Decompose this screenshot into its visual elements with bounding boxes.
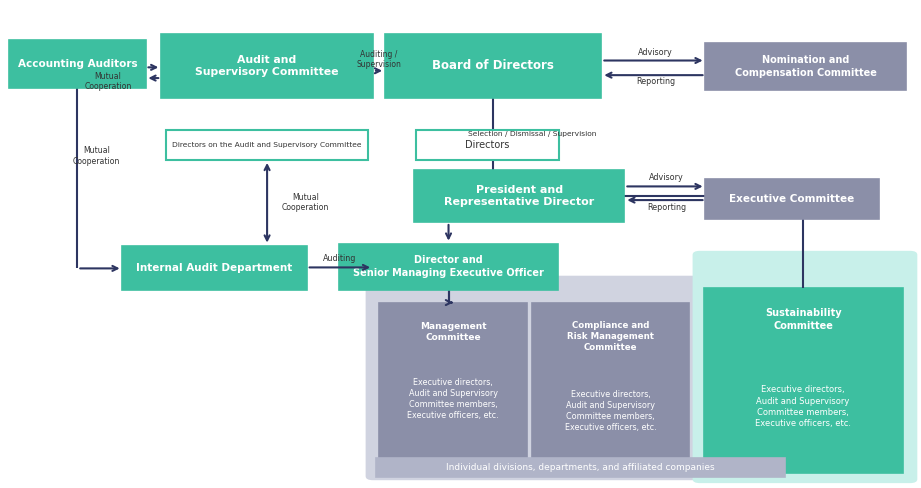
Text: Executive Committee: Executive Committee — [729, 194, 855, 203]
Text: Accounting Auditors: Accounting Auditors — [17, 59, 137, 69]
FancyBboxPatch shape — [122, 246, 307, 290]
Text: Auditing: Auditing — [323, 254, 356, 263]
Text: Selection / Dismissal / Supervision: Selection / Dismissal / Supervision — [468, 131, 597, 137]
FancyBboxPatch shape — [532, 303, 689, 458]
FancyBboxPatch shape — [166, 130, 368, 160]
Text: Compliance and
Risk Management
Committee: Compliance and Risk Management Committee — [567, 321, 654, 352]
FancyBboxPatch shape — [379, 303, 527, 458]
FancyBboxPatch shape — [414, 170, 624, 222]
FancyBboxPatch shape — [416, 130, 559, 160]
FancyBboxPatch shape — [376, 458, 785, 477]
Text: Executive directors,
Audit and Supervisory
Committee members,
Executive officers: Executive directors, Audit and Superviso… — [407, 378, 499, 420]
Text: Mutual
Cooperation: Mutual Cooperation — [73, 146, 121, 166]
Text: Mutual
Cooperation: Mutual Cooperation — [85, 72, 132, 91]
FancyBboxPatch shape — [705, 43, 906, 90]
Text: Management
Committee: Management Committee — [420, 322, 486, 342]
Text: Individual divisions, departments, and affiliated companies: Individual divisions, departments, and a… — [446, 463, 715, 472]
Text: President and
Representative Director: President and Representative Director — [444, 185, 595, 207]
Text: Board of Directors: Board of Directors — [432, 60, 554, 72]
Text: Sustainability
Committee: Sustainability Committee — [764, 308, 842, 331]
FancyBboxPatch shape — [705, 179, 879, 219]
FancyBboxPatch shape — [704, 288, 903, 473]
FancyBboxPatch shape — [9, 40, 146, 88]
FancyBboxPatch shape — [385, 34, 601, 98]
FancyBboxPatch shape — [161, 34, 373, 98]
Text: Advisory: Advisory — [638, 48, 673, 57]
Text: Auditing /
Supervision: Auditing / Supervision — [356, 50, 401, 69]
Text: Advisory: Advisory — [649, 173, 684, 182]
Text: Mutual
Cooperation: Mutual Cooperation — [282, 193, 330, 212]
Text: Director and
Senior Managing Executive Officer: Director and Senior Managing Executive O… — [353, 256, 544, 278]
FancyBboxPatch shape — [339, 244, 558, 290]
Text: Reporting: Reporting — [647, 203, 686, 212]
Text: Nomination and
Compensation Committee: Nomination and Compensation Committee — [735, 55, 877, 78]
Text: Audit and
Supervisory Committee: Audit and Supervisory Committee — [195, 55, 339, 77]
Text: Executive directors,
Audit and Supervisory
Committee members,
Executive officers: Executive directors, Audit and Superviso… — [755, 386, 851, 428]
FancyBboxPatch shape — [366, 276, 790, 480]
FancyBboxPatch shape — [693, 251, 917, 483]
Text: Directors on the Audit and Supervisory Committee: Directors on the Audit and Supervisory C… — [172, 142, 362, 148]
Text: Internal Audit Department: Internal Audit Department — [136, 263, 293, 273]
Text: Reporting: Reporting — [636, 78, 675, 86]
Text: Executive directors,
Audit and Supervisory
Committee members,
Executive officers: Executive directors, Audit and Superviso… — [565, 390, 657, 432]
Text: Directors: Directors — [465, 140, 510, 150]
